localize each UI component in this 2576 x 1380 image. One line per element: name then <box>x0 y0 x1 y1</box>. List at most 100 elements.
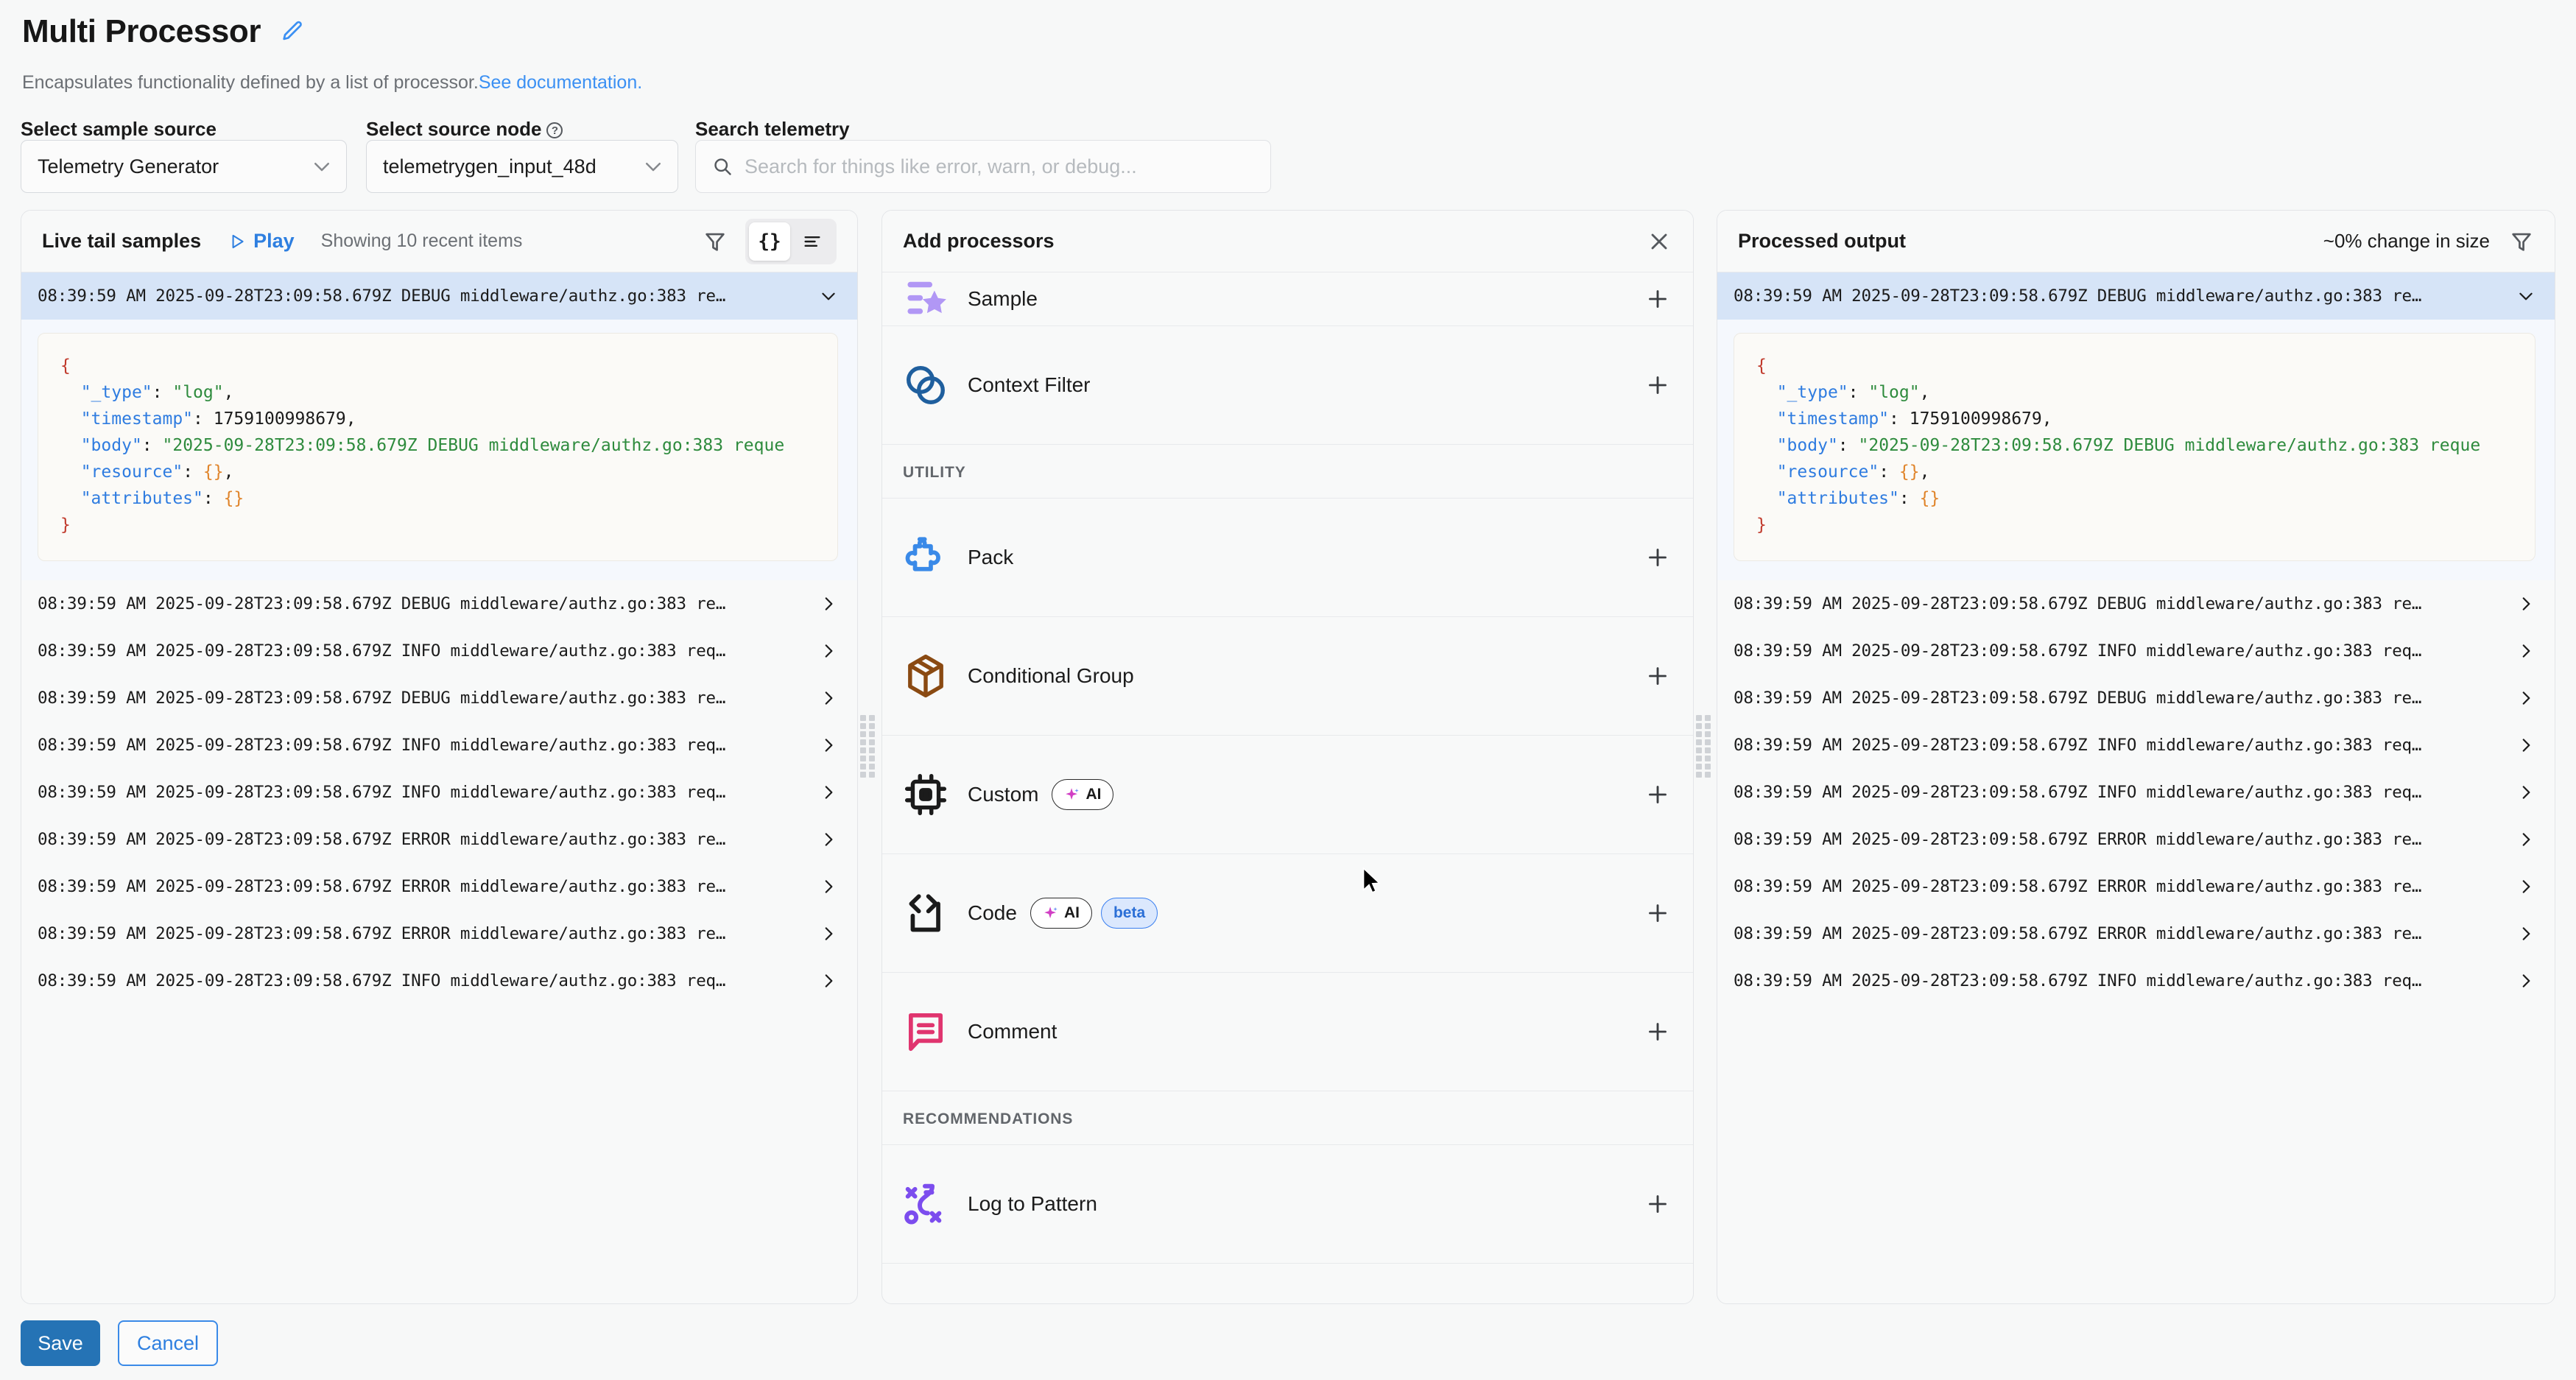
processor-list[interactable]: Sample Context Filter UTILITY Pack Condition… <box>882 272 1693 1303</box>
view-mode-raw-button[interactable] <box>792 222 833 261</box>
search-input[interactable]: Search for things like error, warn, or d… <box>745 155 1137 177</box>
live-tail-header: Live tail samples Play Showing 10 recent… <box>21 211 857 272</box>
plus-icon[interactable] <box>1644 372 1671 398</box>
log-row[interactable]: 08:39:59 AM 2025-09-28T23:09:58.679Z DEB… <box>1717 675 2555 722</box>
log-row-selected[interactable]: 08:39:59 AM 2025-09-28T23:09:58.679Z DEB… <box>21 272 857 320</box>
processed-output-filter-button[interactable] <box>2509 229 2534 254</box>
chevron-right-icon <box>825 833 833 846</box>
live-tail-filter-button[interactable] <box>703 229 728 254</box>
pencil-icon[interactable] <box>280 19 305 44</box>
search-telemetry-field[interactable]: Search for things like error, warn, or d… <box>695 140 1271 193</box>
see-documentation-link[interactable]: See documentation. <box>478 72 643 93</box>
live-tail-row-list: 08:39:59 AM 2025-09-28T23:09:58.679Z DEB… <box>21 580 857 1004</box>
sample-source-value: Telemetry Generator <box>38 155 219 177</box>
chevron-right-icon <box>2522 691 2530 705</box>
code-brackets-icon <box>903 890 949 936</box>
log-row[interactable]: 08:39:59 AM 2025-09-28T23:09:58.679Z ERR… <box>21 863 857 910</box>
log-row-text: 08:39:59 AM 2025-09-28T23:09:58.679Z INF… <box>38 736 726 755</box>
processed-output-row-list: 08:39:59 AM 2025-09-28T23:09:58.679Z DEB… <box>1717 580 2555 1004</box>
page-title: Multi Processor <box>22 13 261 49</box>
panel-resize-handle-left[interactable] <box>860 714 875 778</box>
processor-badges: AI <box>1052 779 1114 810</box>
log-row[interactable]: 08:39:59 AM 2025-09-28T23:09:58.679Z ERR… <box>1717 816 2555 863</box>
search-icon <box>714 158 731 175</box>
plus-icon[interactable] <box>1644 663 1671 689</box>
chevron-right-icon <box>825 691 833 705</box>
log-row[interactable]: 08:39:59 AM 2025-09-28T23:09:58.679Z DEB… <box>21 580 857 627</box>
processor-name: Code <box>968 901 1017 924</box>
add-processors-title: Add processors <box>903 230 1055 252</box>
log-row[interactable]: 08:39:59 AM 2025-09-28T23:09:58.679Z INF… <box>1717 957 2555 1004</box>
processor-item-comment[interactable]: Comment <box>882 973 1693 1091</box>
question-mark-icon[interactable]: ? <box>546 122 563 138</box>
save-button[interactable]: Save <box>21 1320 100 1366</box>
puzzle-piece-icon <box>903 535 949 580</box>
log-row[interactable]: 08:39:59 AM 2025-09-28T23:09:58.679Z ERR… <box>1717 910 2555 957</box>
processor-item-sample[interactable]: Sample <box>882 272 1693 326</box>
log-row[interactable]: 08:39:59 AM 2025-09-28T23:09:58.679Z INF… <box>21 627 857 675</box>
log-row-text: 08:39:59 AM 2025-09-28T23:09:58.679Z ERR… <box>38 830 726 849</box>
chevron-right-icon <box>825 974 833 988</box>
badge-label: AI <box>1085 786 1102 803</box>
search-telemetry-label: Search telemetry <box>695 118 850 140</box>
processor-item-pack[interactable]: Pack <box>882 499 1693 617</box>
add-processors-panel: Add processors Sample Context Filter UTILI… <box>881 210 1694 1304</box>
log-row-text: 08:39:59 AM 2025-09-28T23:09:58.679Z DEB… <box>38 286 726 306</box>
log-row-text: 08:39:59 AM 2025-09-28T23:09:58.679Z ERR… <box>1734 924 2422 943</box>
log-row[interactable]: 08:39:59 AM 2025-09-28T23:09:58.679Z ERR… <box>21 816 857 863</box>
box-3d-icon <box>903 653 949 699</box>
json-code: { "_type": "log", "timestamp": 175910099… <box>60 356 785 535</box>
log-row-text: 08:39:59 AM 2025-09-28T23:09:58.679Z DEB… <box>1734 286 2422 306</box>
processed-output-panel: Processed output ~0% change in size 08:3… <box>1717 210 2555 1304</box>
chevron-right-icon <box>2522 597 2530 610</box>
log-row[interactable]: 08:39:59 AM 2025-09-28T23:09:58.679Z INF… <box>21 957 857 1004</box>
processor-name: Sample <box>968 287 1038 310</box>
processed-output-json-preview: { "_type": "log", "timestamp": 175910099… <box>1717 320 2555 580</box>
play-label: Play <box>253 230 295 252</box>
log-row[interactable]: 08:39:59 AM 2025-09-28T23:09:58.679Z ERR… <box>1717 863 2555 910</box>
log-row[interactable]: 08:39:59 AM 2025-09-28T23:09:58.679Z INF… <box>1717 627 2555 675</box>
log-row[interactable]: 08:39:59 AM 2025-09-28T23:09:58.679Z INF… <box>1717 769 2555 816</box>
plus-icon[interactable] <box>1644 900 1671 926</box>
close-icon[interactable] <box>1646 228 1672 255</box>
view-mode-toggle-group: {} <box>745 218 837 264</box>
log-row-text: 08:39:59 AM 2025-09-28T23:09:58.679Z ERR… <box>38 877 726 896</box>
page-description-text: Encapsulates functionality defined by a … <box>22 72 479 93</box>
processor-item-conditional-group[interactable]: Conditional Group <box>882 617 1693 736</box>
log-row[interactable]: 08:39:59 AM 2025-09-28T23:09:58.679Z INF… <box>1717 722 2555 769</box>
panel-resize-handle-right[interactable] <box>1696 714 1711 778</box>
log-row[interactable]: 08:39:59 AM 2025-09-28T23:09:58.679Z DEB… <box>1717 580 2555 627</box>
log-row-selected[interactable]: 08:39:59 AM 2025-09-28T23:09:58.679Z DEB… <box>1717 272 2555 320</box>
chip-processor-icon <box>903 772 949 817</box>
log-row-text: 08:39:59 AM 2025-09-28T23:09:58.679Z DEB… <box>38 594 726 613</box>
log-row[interactable]: 08:39:59 AM 2025-09-28T23:09:58.679Z ERR… <box>21 910 857 957</box>
view-mode-json-button[interactable]: {} <box>749 222 790 261</box>
play-button[interactable]: Play <box>228 230 295 253</box>
log-row[interactable]: 08:39:59 AM 2025-09-28T23:09:58.679Z INF… <box>21 769 857 816</box>
cancel-button[interactable]: Cancel <box>118 1320 218 1366</box>
processed-output-header: Processed output ~0% change in size <box>1717 211 2555 272</box>
badge-label: AI <box>1063 904 1080 921</box>
processor-item-log-to-pattern[interactable]: Log to Pattern <box>882 1145 1693 1264</box>
chevron-right-icon <box>825 786 833 799</box>
plus-icon[interactable] <box>1644 781 1671 808</box>
log-row[interactable]: 08:39:59 AM 2025-09-28T23:09:58.679Z INF… <box>21 722 857 769</box>
chevron-right-icon <box>825 739 833 752</box>
log-row[interactable]: 08:39:59 AM 2025-09-28T23:09:58.679Z DEB… <box>21 675 857 722</box>
plus-icon[interactable] <box>1644 286 1671 312</box>
processor-item-context-filter[interactable]: Context Filter <box>882 326 1693 445</box>
funnel-filter-icon <box>705 233 725 251</box>
processor-item-code[interactable]: Code AI beta <box>882 854 1693 973</box>
badge-ai: AI <box>1030 898 1092 929</box>
plus-icon[interactable] <box>1644 544 1671 571</box>
sample-source-select[interactable]: Telemetry Generator <box>21 140 347 193</box>
add-processors-header: Add processors <box>882 211 1693 272</box>
source-node-select[interactable]: telemetrygen_input_48d <box>366 140 678 193</box>
plus-icon[interactable] <box>1644 1018 1671 1045</box>
chevron-right-icon <box>2522 739 2530 752</box>
plus-icon[interactable] <box>1644 1191 1671 1217</box>
chevron-right-icon <box>2522 974 2530 988</box>
live-tail-panel: Live tail samples Play Showing 10 recent… <box>21 210 858 1304</box>
processor-item-custom[interactable]: Custom AI <box>882 736 1693 854</box>
ai-sparkle-icon <box>1043 905 1059 921</box>
